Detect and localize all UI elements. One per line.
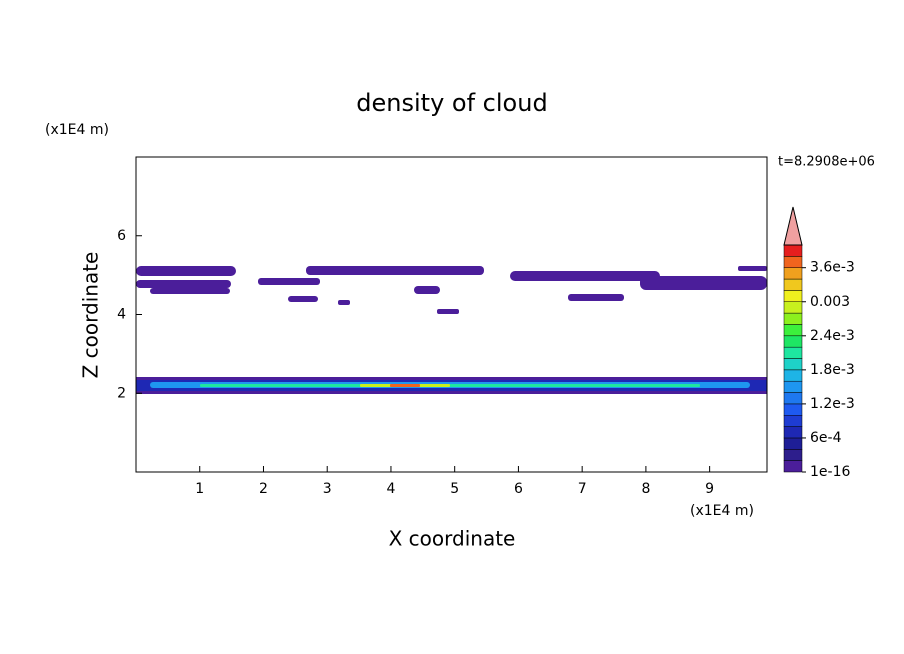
x-tick-label: 3 xyxy=(323,481,332,497)
colorbar-label: 0.003 xyxy=(810,294,850,310)
colorbar-swatch xyxy=(783,426,803,439)
colorbar-swatch xyxy=(783,324,803,337)
colorbar-swatch xyxy=(783,449,803,461)
y-axis-label: Z coordinate xyxy=(79,252,103,379)
colorbar-label: 2.4e-3 xyxy=(810,328,855,344)
colorbar-swatch xyxy=(783,256,803,268)
colorbar-swatch xyxy=(783,335,803,348)
colorbar-swatch xyxy=(783,358,803,371)
colorbar-swatch xyxy=(783,290,803,302)
x-tick-label: 4 xyxy=(386,481,395,497)
x-tick-label: 6 xyxy=(514,481,523,497)
colorbar-swatch xyxy=(783,267,803,280)
colorbar-label: 1.2e-3 xyxy=(810,396,855,412)
chart-title: density of cloud xyxy=(356,89,547,117)
colorbar-swatch xyxy=(783,244,803,257)
colorbar-overflow xyxy=(783,206,803,246)
colorbar-swatch xyxy=(783,380,803,393)
time-label: t=8.2908e+06 xyxy=(778,155,875,170)
colorbar-swatch xyxy=(783,415,803,427)
colorbar-label: 1e-16 xyxy=(810,464,850,480)
x-axis-label: X coordinate xyxy=(389,527,516,551)
colorbar-label: 3.6e-3 xyxy=(810,260,855,276)
colorbar-swatch xyxy=(783,278,803,291)
colorbar-label: 6e-4 xyxy=(810,430,842,446)
colorbar-swatch xyxy=(783,460,803,473)
x-tick-label: 9 xyxy=(705,481,714,497)
colorbar-swatch xyxy=(783,312,803,325)
x-unit: (x1E4 m) xyxy=(690,503,754,519)
plot-frame xyxy=(135,156,768,473)
colorbar-swatch xyxy=(783,437,803,450)
y-tick-label: 2 xyxy=(117,385,126,401)
x-tick-label: 1 xyxy=(195,481,204,497)
colorbar-swatch xyxy=(783,403,803,416)
contour-field xyxy=(136,266,767,394)
x-tick-label: 7 xyxy=(578,481,587,497)
colorbar-swatch xyxy=(783,392,803,405)
colorbar-swatch xyxy=(783,346,803,359)
colorbar-swatch xyxy=(783,369,803,382)
x-tick-label: 2 xyxy=(259,481,268,497)
x-tick-label: 5 xyxy=(450,481,459,497)
y-unit: (x1E4 m) xyxy=(45,122,109,138)
y-tick-label: 4 xyxy=(117,307,126,323)
colorbar-swatch xyxy=(783,301,803,314)
colorbar-label: 1.8e-3 xyxy=(810,362,855,378)
y-tick-label: 6 xyxy=(117,228,126,244)
x-tick-label: 8 xyxy=(641,481,650,497)
